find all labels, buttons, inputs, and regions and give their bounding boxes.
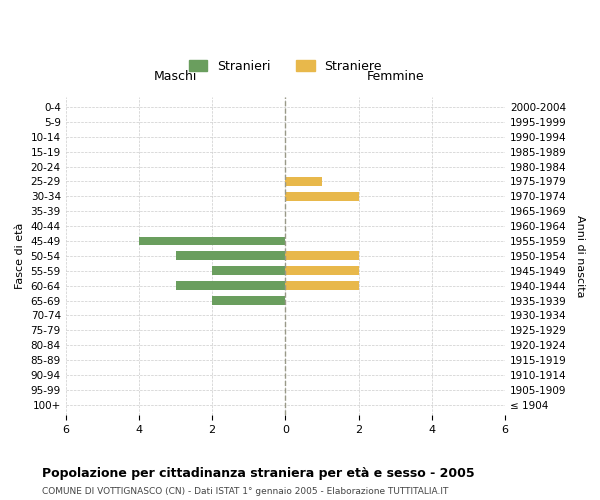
Bar	[176, 281, 286, 290]
Bar	[139, 236, 286, 246]
Bar	[286, 252, 359, 260]
Y-axis label: Anni di nascita: Anni di nascita	[575, 214, 585, 297]
Bar	[212, 266, 286, 276]
Bar	[212, 296, 286, 305]
Bar	[286, 281, 359, 290]
Bar	[286, 192, 359, 201]
Legend: Stranieri, Straniere: Stranieri, Straniere	[184, 55, 387, 78]
Bar	[286, 177, 322, 186]
Text: Femmine: Femmine	[367, 70, 424, 83]
Text: Maschi: Maschi	[154, 70, 197, 83]
Bar	[176, 252, 286, 260]
Text: COMUNE DI VOTTIGNASCO (CN) - Dati ISTAT 1° gennaio 2005 - Elaborazione TUTTITALI: COMUNE DI VOTTIGNASCO (CN) - Dati ISTAT …	[42, 488, 448, 496]
Bar	[286, 266, 359, 276]
Y-axis label: Fasce di età: Fasce di età	[15, 222, 25, 289]
Text: Popolazione per cittadinanza straniera per età e sesso - 2005: Popolazione per cittadinanza straniera p…	[42, 468, 475, 480]
